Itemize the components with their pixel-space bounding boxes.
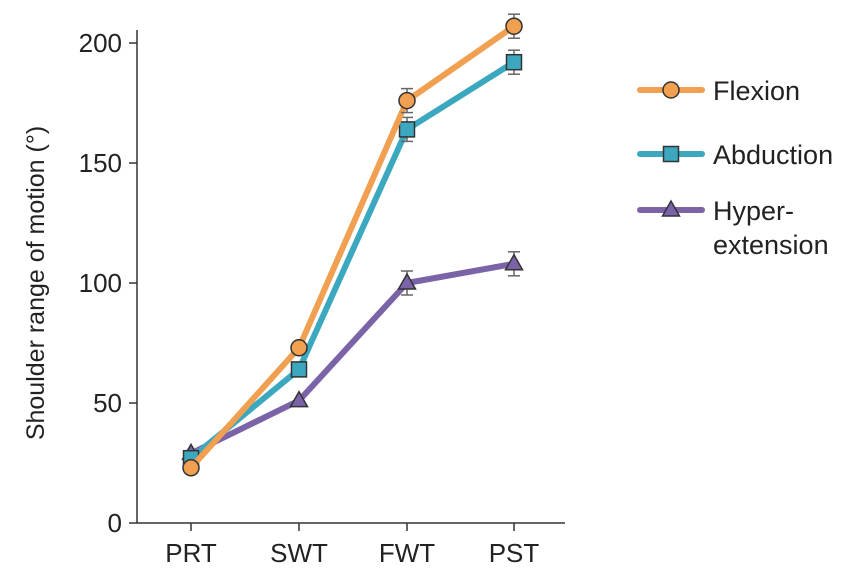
axes	[136, 30, 565, 524]
series-line	[188, 23, 517, 471]
legend-item: Flexion	[637, 76, 800, 106]
legend: Flexion Abduction Hyper-extension	[637, 76, 833, 260]
legend-label: Abduction	[713, 140, 833, 170]
data-point	[398, 121, 416, 138]
y-tick-label: 200	[79, 28, 122, 58]
series-circle	[182, 13, 523, 477]
legend-label: Hyper-extension	[713, 196, 829, 260]
data-point	[505, 53, 523, 71]
x-tick-label: PST	[489, 538, 540, 568]
y-tick-label: 150	[79, 148, 122, 178]
data-point	[505, 17, 523, 35]
legend-item: Hyper-extension	[637, 196, 829, 260]
series-square	[182, 49, 523, 467]
y-tick-label: 50	[93, 388, 122, 418]
x-tick-label: FWT	[379, 538, 435, 568]
data-point	[397, 272, 417, 290]
series-triangle	[181, 251, 524, 461]
legend-marker	[661, 199, 681, 217]
x-tick-label: SWT	[270, 538, 328, 568]
series-line	[188, 260, 517, 457]
x-tick-label: PRT	[165, 538, 217, 568]
legend-label: Flexion	[713, 76, 800, 106]
y-ticks: 0 50 100 150 200	[79, 28, 137, 538]
data-point	[504, 253, 524, 271]
series-layer	[181, 13, 524, 477]
legend-marker	[662, 81, 680, 99]
data-point	[289, 390, 309, 408]
data-point	[182, 459, 200, 477]
legend-marker	[662, 145, 680, 163]
data-point	[290, 339, 308, 357]
legend-item: Abduction	[637, 140, 833, 170]
data-point	[290, 361, 308, 378]
y-tick-label: 100	[79, 268, 122, 298]
y-axis-title: Shoulder range of motion (°)	[22, 126, 50, 440]
data-point	[398, 91, 416, 110]
series-line	[188, 59, 517, 462]
y-tick-label: 0	[108, 508, 122, 538]
x-ticks: PRT SWT FWT PST	[165, 523, 539, 568]
